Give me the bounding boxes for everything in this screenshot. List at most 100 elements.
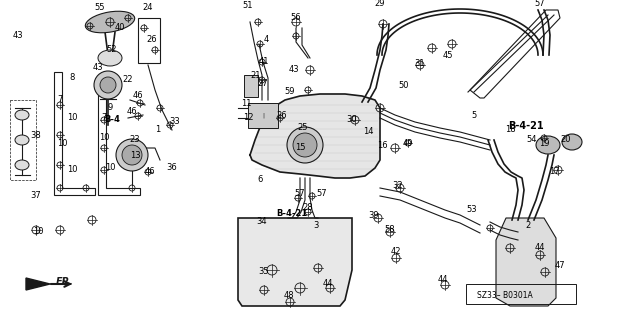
Text: 43: 43 <box>13 32 23 41</box>
Text: 39: 39 <box>369 211 380 219</box>
Text: 28: 28 <box>303 204 314 212</box>
Text: 30: 30 <box>347 115 357 124</box>
Text: 54: 54 <box>527 136 537 145</box>
Text: 46: 46 <box>145 167 156 176</box>
Text: 10: 10 <box>67 114 77 122</box>
Circle shape <box>293 133 317 157</box>
Polygon shape <box>238 218 352 306</box>
Text: 37: 37 <box>31 191 42 201</box>
Polygon shape <box>250 94 380 178</box>
Text: 15: 15 <box>295 144 305 152</box>
Circle shape <box>116 139 148 171</box>
Text: 52: 52 <box>107 46 117 55</box>
Text: 35: 35 <box>259 268 269 277</box>
Text: 31: 31 <box>415 60 426 69</box>
Text: 41: 41 <box>259 57 269 66</box>
Bar <box>138 18 160 63</box>
Ellipse shape <box>562 134 582 150</box>
Text: 4: 4 <box>264 35 269 44</box>
Text: 44: 44 <box>323 279 333 288</box>
Text: 8: 8 <box>69 73 75 83</box>
Text: 24: 24 <box>143 4 153 12</box>
Text: 27: 27 <box>258 79 268 88</box>
Text: B-4-21: B-4-21 <box>276 209 308 218</box>
Text: 25: 25 <box>298 123 308 132</box>
Bar <box>10 100 36 180</box>
Text: 11: 11 <box>241 99 252 108</box>
Text: 13: 13 <box>130 151 140 160</box>
Text: 58: 58 <box>385 226 396 234</box>
Text: B-4-21: B-4-21 <box>508 121 544 131</box>
Text: 29: 29 <box>375 0 385 9</box>
Text: 23: 23 <box>130 136 140 145</box>
Text: 47: 47 <box>555 262 565 271</box>
Text: 44: 44 <box>438 276 448 285</box>
Text: 33: 33 <box>170 117 180 127</box>
Polygon shape <box>496 218 556 306</box>
Text: 10: 10 <box>67 166 77 174</box>
Text: 34: 34 <box>257 218 268 226</box>
Circle shape <box>122 145 142 165</box>
Text: 6: 6 <box>257 175 262 184</box>
Text: 3: 3 <box>314 221 319 231</box>
Text: 44: 44 <box>535 243 545 253</box>
Polygon shape <box>26 278 50 290</box>
Text: 46: 46 <box>127 108 138 116</box>
Text: 5: 5 <box>472 110 477 120</box>
Text: 21: 21 <box>251 71 261 80</box>
Text: 48: 48 <box>284 292 294 300</box>
Text: 7: 7 <box>101 114 107 122</box>
Text: 57: 57 <box>294 189 305 198</box>
Text: 49: 49 <box>403 138 413 147</box>
Text: 10: 10 <box>105 164 115 173</box>
Text: FR.: FR. <box>56 277 74 287</box>
Text: 59: 59 <box>285 87 295 97</box>
Text: 50: 50 <box>399 81 409 91</box>
Text: 43: 43 <box>93 63 103 72</box>
Ellipse shape <box>15 110 29 120</box>
Text: 20: 20 <box>561 136 572 145</box>
Text: B-4: B-4 <box>104 115 120 124</box>
Ellipse shape <box>536 136 560 154</box>
Text: 45: 45 <box>443 51 453 61</box>
Bar <box>244 75 258 97</box>
Text: 12: 12 <box>243 114 253 122</box>
Bar <box>248 103 278 128</box>
Text: |: | <box>262 112 264 118</box>
Text: 9: 9 <box>108 103 113 113</box>
Bar <box>466 284 576 304</box>
Text: 57: 57 <box>534 0 545 9</box>
Ellipse shape <box>15 160 29 170</box>
Text: 10: 10 <box>33 227 44 236</box>
Text: 10: 10 <box>57 139 67 149</box>
Circle shape <box>94 71 122 99</box>
Circle shape <box>100 77 116 93</box>
Text: 42: 42 <box>391 248 401 256</box>
Text: 32: 32 <box>393 181 403 189</box>
Text: 36: 36 <box>166 164 177 173</box>
Text: 2: 2 <box>525 221 531 231</box>
Text: 17: 17 <box>548 167 559 176</box>
Text: 56: 56 <box>291 13 301 23</box>
Text: 10: 10 <box>99 133 109 143</box>
Text: 53: 53 <box>467 205 477 214</box>
Text: 22: 22 <box>123 76 133 85</box>
Text: 26: 26 <box>276 112 287 121</box>
Ellipse shape <box>15 135 29 145</box>
Text: 26: 26 <box>147 35 157 44</box>
Text: 38: 38 <box>31 131 42 140</box>
Text: 14: 14 <box>363 128 373 137</box>
Text: 1: 1 <box>156 125 161 135</box>
Text: 7: 7 <box>58 95 63 105</box>
Text: 18: 18 <box>505 125 515 135</box>
Text: 19: 19 <box>539 139 549 149</box>
Circle shape <box>287 127 323 163</box>
Text: 57: 57 <box>317 189 327 198</box>
Text: 43: 43 <box>289 65 300 75</box>
Text: 55: 55 <box>95 4 105 12</box>
Text: 40: 40 <box>115 24 125 33</box>
Text: 51: 51 <box>243 1 253 10</box>
Text: 16: 16 <box>377 140 387 150</box>
Text: SZ33– B0301A: SZ33– B0301A <box>477 292 533 300</box>
Text: 46: 46 <box>132 91 143 100</box>
